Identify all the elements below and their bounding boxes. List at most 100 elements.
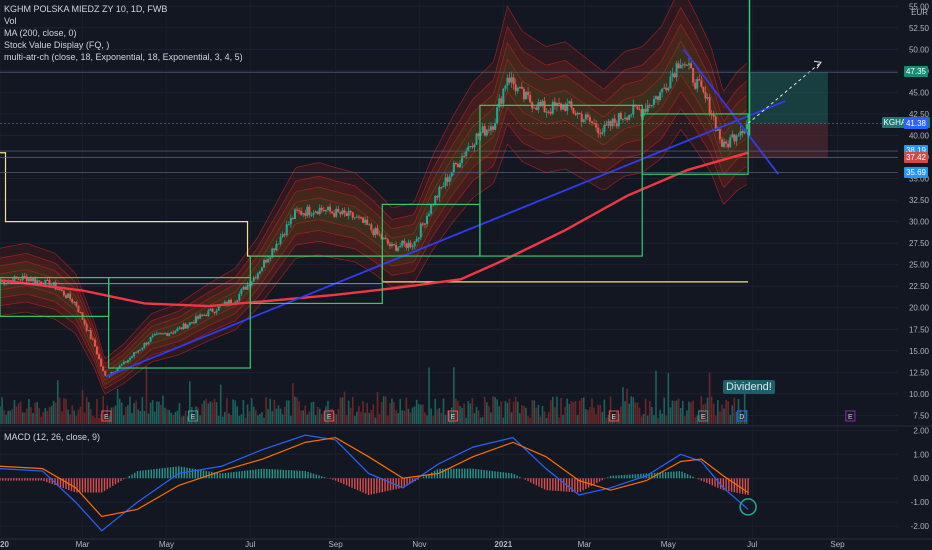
macd-histogram-bar [543,478,546,490]
macd-histogram-bar [224,472,227,479]
dividend-label[interactable]: Dividend! [723,380,775,394]
candle-body [409,242,412,247]
signal-line [0,436,749,518]
volume-bar [459,406,461,424]
volume-bar [59,397,61,424]
macd-histogram-bar [659,472,661,479]
price-tag: 47.35 [903,66,928,78]
volume-bar [61,411,63,424]
volume-bar [498,406,500,424]
candle-body [619,112,622,120]
ma200-line [0,151,749,308]
candle-body [46,279,49,281]
volume-bar [426,415,428,424]
macd-histogram-bar [329,478,331,479]
macd-histogram-bar [684,472,686,479]
candle-body [131,356,134,358]
earnings-badge-letter: E [191,414,196,421]
macd-histogram-bar [670,471,672,479]
candle-body [378,233,381,235]
candle-body [296,209,299,211]
volume-bar [232,399,234,424]
candle-body [687,63,690,65]
volume-bar [415,399,418,424]
macd-histogram-bar [362,478,364,493]
volume-bar [339,397,342,424]
macd-histogram-bar [475,468,477,479]
candle-body [525,91,528,100]
candle-body [374,228,377,236]
volume-bar [731,405,734,424]
candle-body [254,277,257,279]
macd-histogram-bar [13,478,15,481]
macd-histogram-bar [455,468,458,479]
volume-bar [677,398,680,424]
candle-body [677,63,680,69]
volume-bar [281,414,284,424]
candle-body [659,92,662,100]
candle-body [716,129,719,131]
macd-histogram-bar [321,476,323,479]
volume-bar [587,409,589,424]
macd-histogram-bar [233,472,235,479]
macd-histogram-bar [219,473,221,479]
candle-body [147,341,150,345]
volume-bar [320,413,323,424]
volume-bar [38,408,40,424]
macd-histogram-bar [343,478,345,485]
macd-histogram-bar [205,470,207,479]
candle-body [190,322,193,324]
macd-histogram-bar [271,469,273,479]
macd-histogram-bar [131,474,133,479]
candle-body [124,361,127,363]
candle-body [32,278,35,282]
candle-body [159,333,162,335]
candle-body [337,208,340,212]
candle-body [289,218,292,225]
volume-bar [741,413,744,424]
macd-histogram-bar [733,478,736,493]
candle-body [260,267,263,272]
volume-bar [444,414,447,424]
volume-bar [226,397,228,424]
volume-bar [704,403,707,424]
candle-body [79,311,82,313]
volume-bar [446,410,449,424]
candle-body [725,141,728,144]
volume-bar [250,398,253,424]
volume-bar [413,406,416,424]
volume-bar [554,407,556,424]
volume-bar [102,396,104,424]
macd-highlight-circle [739,498,757,516]
earnings-badge [324,410,335,422]
macd-histogram-bar [656,472,659,479]
macd-histogram-bar [417,478,419,480]
candle-body [341,210,344,215]
volume-bar [393,402,395,424]
volume-bar [556,396,558,424]
candle-body [661,88,664,93]
candle-body [275,244,278,251]
volume-bar [624,401,626,424]
macd-histogram-bar [252,469,254,479]
macd-histogram-bar [145,470,147,479]
macd-histogram-bar [211,471,213,479]
candle-body [500,98,503,104]
atr-band-upper [0,0,747,360]
candle-body [533,107,536,109]
volume-bar [620,406,622,424]
volume-bar [106,405,109,424]
chart-legend: KGHM POLSKA MIEDZ ZY 10, 1D, FWB Vol MA … [4,3,243,63]
downtrend-line [682,48,780,175]
macd-histogram-bar [315,474,317,479]
macd-histogram-bar [348,478,350,487]
volume-bar [69,414,71,424]
macd-histogram-bar [318,475,320,479]
candle-body [570,101,573,108]
candle-body [279,236,282,244]
macd-histogram-bar [442,468,444,479]
macd-histogram-bar [81,478,84,493]
macd-histogram-bar [703,478,705,482]
volume-bar [535,407,538,424]
